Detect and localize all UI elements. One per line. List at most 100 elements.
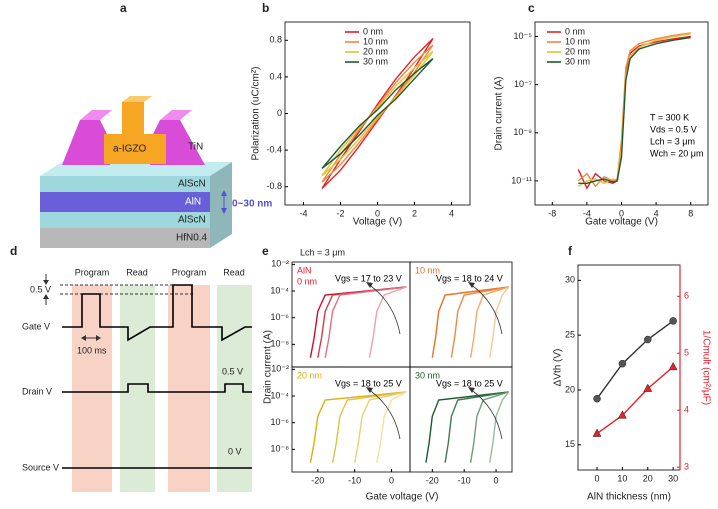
y-tick-label: -0.8 xyxy=(266,181,282,191)
x-tick-label: -4 xyxy=(299,208,307,218)
arrow-head xyxy=(96,335,101,341)
x-tick-label: 0 xyxy=(494,475,499,485)
y-tick-label: 10⁻⁴ xyxy=(270,390,289,400)
legend-label: 20 nm xyxy=(565,46,590,56)
y2-tick-label: 4 xyxy=(684,405,689,415)
annotation: Vgs = 17 to 23 V xyxy=(335,273,402,283)
y-tick-label: 10⁻² xyxy=(271,259,289,269)
x-tick-label: -10 xyxy=(458,475,471,485)
legend-label: 0 nm xyxy=(565,26,585,36)
plot-frame xyxy=(409,366,513,473)
layer-label: HfN0.4 xyxy=(176,233,208,244)
marker xyxy=(617,410,627,419)
signal-label: Source V xyxy=(22,462,59,472)
arrow-head xyxy=(366,282,373,288)
x-tick-label: 0 xyxy=(619,208,624,218)
y-tick-label: 10⁻⁶ xyxy=(271,417,290,427)
series-line xyxy=(309,391,407,463)
series-line xyxy=(469,286,510,358)
layer-side xyxy=(210,162,232,248)
y-tick-label: 10⁻⁴ xyxy=(270,285,289,295)
annotation: 0 nm xyxy=(297,276,317,286)
series-line xyxy=(444,391,509,463)
layer xyxy=(40,212,210,228)
phase-label: Read xyxy=(126,267,148,277)
signal-label: Gate V xyxy=(22,321,50,331)
channel xyxy=(104,134,166,164)
series-line xyxy=(425,391,509,463)
y-tick-label: 10⁻⁸ xyxy=(270,444,289,454)
y-axis-label: Drain current (A) xyxy=(494,77,505,151)
series-line xyxy=(431,286,509,358)
annotation: Lch = 3 μm xyxy=(300,247,345,257)
marker xyxy=(668,361,678,371)
drain-waveform xyxy=(62,383,252,393)
layer-label: a-IGZO xyxy=(113,144,147,155)
arrow-head xyxy=(221,208,227,214)
electrode xyxy=(62,120,110,165)
y2-tick-label: 6 xyxy=(684,291,689,301)
phase-band xyxy=(120,285,155,492)
series-line xyxy=(321,58,434,169)
legend-label: 30 nm xyxy=(363,56,388,66)
x-tick-label: -20 xyxy=(426,475,439,485)
x-axis-label: AlN thickness (nm) xyxy=(587,492,671,503)
y-tick-label: 10⁻⁷ xyxy=(514,79,532,89)
y-tick-label: -0.4 xyxy=(266,144,282,154)
x-tick-label: -20 xyxy=(311,475,324,485)
y-axis-label: Polarization (uC/cm²) xyxy=(251,67,262,161)
panel-letter: a xyxy=(120,1,127,15)
channel xyxy=(122,102,144,138)
series-line xyxy=(489,286,510,358)
x-tick-label: -8 xyxy=(548,208,556,218)
series-line xyxy=(578,36,691,184)
annotation: T = 300 K xyxy=(650,112,689,122)
arrow-head xyxy=(468,282,475,288)
legend-label: 20 nm xyxy=(363,46,388,56)
y2-axis-label: 1/Cmult (cm²/μF) xyxy=(700,330,711,405)
y-tick-label: 0 xyxy=(277,108,282,118)
annotation: Vgs = 18 to 25 V xyxy=(335,378,402,388)
plot-frame xyxy=(577,264,681,471)
y-axis-label: Drain current (A) xyxy=(263,330,274,404)
layer-label: AlN xyxy=(185,197,201,208)
level-label: 0.5 V xyxy=(222,366,243,376)
x-tick-label: 20 xyxy=(643,473,653,483)
y-tick-label: 20 xyxy=(565,384,575,394)
annotation: Vgs = 18 to 25 V xyxy=(436,378,503,388)
arrow-head xyxy=(43,294,49,299)
marker xyxy=(592,428,602,437)
level-label: 0.5 V xyxy=(30,284,51,294)
legend-label: 30 nm xyxy=(565,56,590,66)
y-tick-label: 15 xyxy=(565,439,575,449)
level-label: 0 V xyxy=(228,446,242,456)
panel-letter: d xyxy=(10,244,17,258)
electrode-top xyxy=(80,110,112,120)
trend-arrow xyxy=(367,388,401,440)
series-line xyxy=(331,391,407,463)
layer-label: AlScN xyxy=(178,215,206,226)
series-line xyxy=(354,391,407,463)
legend-label: 0 nm xyxy=(363,26,383,36)
x-axis-label: Gate voltage (V) xyxy=(585,217,658,228)
layer xyxy=(40,228,210,248)
panel-letter: b xyxy=(262,1,269,15)
legend-label: 10 nm xyxy=(565,36,590,46)
series-line xyxy=(309,286,407,358)
x-tick-label: 10 xyxy=(617,473,627,483)
x-tick-label: 0 xyxy=(375,208,380,218)
device-stack xyxy=(40,96,232,248)
annotation: AlN xyxy=(297,265,312,275)
series-line xyxy=(596,366,674,435)
series-line xyxy=(596,320,674,400)
layer-label: TiN xyxy=(188,142,203,153)
annotation: 10 nm xyxy=(415,265,440,275)
marker xyxy=(593,394,601,403)
series-line xyxy=(321,44,434,183)
marker xyxy=(618,359,627,368)
y-tick-label: 10⁻⁸ xyxy=(270,339,289,349)
x-tick-label: -2 xyxy=(336,208,344,218)
signal-label: Drain V xyxy=(22,386,52,396)
x-tick-label: 0 xyxy=(389,475,394,485)
series-line xyxy=(577,32,691,188)
